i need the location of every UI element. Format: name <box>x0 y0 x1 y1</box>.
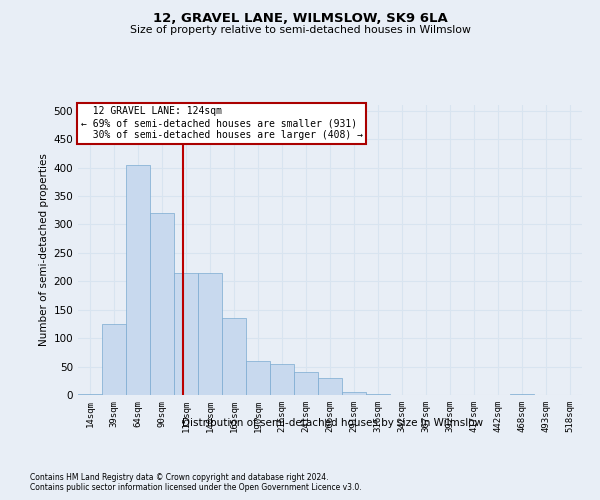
Bar <box>294 372 318 395</box>
Bar <box>366 394 390 395</box>
Bar <box>198 272 222 395</box>
Y-axis label: Number of semi-detached properties: Number of semi-detached properties <box>39 154 49 346</box>
Bar <box>102 324 126 395</box>
Bar <box>78 394 102 395</box>
Bar <box>270 364 294 395</box>
Bar <box>510 394 534 395</box>
Text: Contains public sector information licensed under the Open Government Licence v3: Contains public sector information licen… <box>30 482 362 492</box>
Text: Contains HM Land Registry data © Crown copyright and database right 2024.: Contains HM Land Registry data © Crown c… <box>30 472 329 482</box>
Bar <box>342 392 366 395</box>
Text: Size of property relative to semi-detached houses in Wilmslow: Size of property relative to semi-detach… <box>130 25 470 35</box>
Bar <box>126 164 150 395</box>
Bar <box>150 213 174 395</box>
Text: 12, GRAVEL LANE, WILMSLOW, SK9 6LA: 12, GRAVEL LANE, WILMSLOW, SK9 6LA <box>152 12 448 26</box>
Text: 12 GRAVEL LANE: 124sqm  
← 69% of semi-detached houses are smaller (931)
  30% o: 12 GRAVEL LANE: 124sqm ← 69% of semi-det… <box>80 106 362 140</box>
Bar <box>318 378 342 395</box>
Bar <box>246 361 270 395</box>
Bar <box>222 318 246 395</box>
Bar <box>174 272 198 395</box>
Text: Distribution of semi-detached houses by size in Wilmslow: Distribution of semi-detached houses by … <box>182 418 484 428</box>
